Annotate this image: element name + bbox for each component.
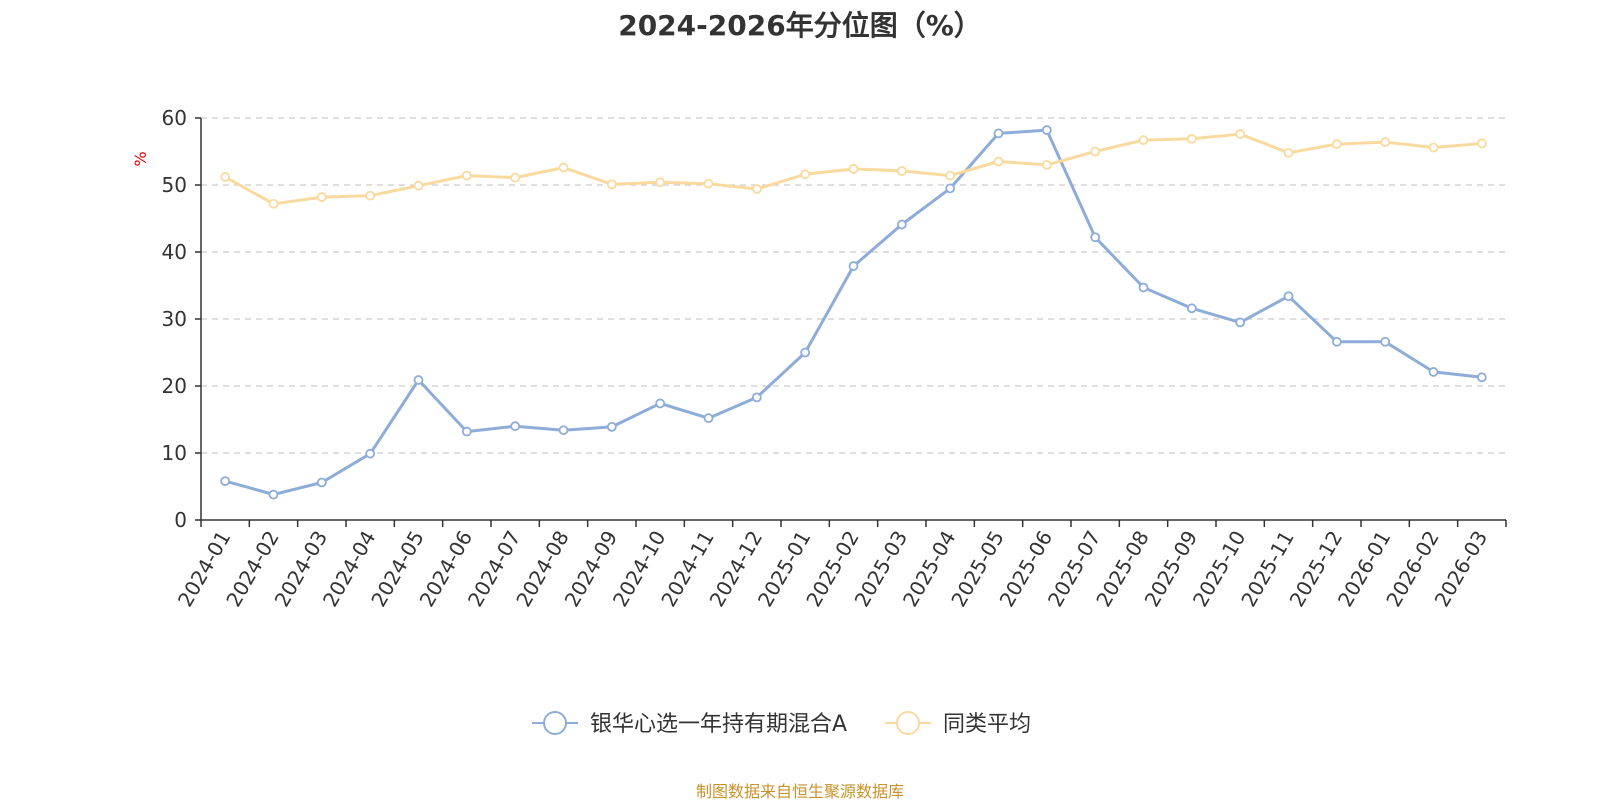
y-axis-label: % — [131, 151, 150, 166]
series-1-point — [800, 169, 811, 180]
y-tick-label: 20 — [162, 374, 187, 398]
series-1-point — [1428, 142, 1439, 153]
source-note: 制图数据来自恒生聚源数据库 — [695, 782, 904, 801]
series-0-point — [655, 398, 666, 409]
series-1-point — [1283, 147, 1294, 158]
legend-marker-0 — [543, 711, 567, 735]
series-0-point — [751, 392, 762, 403]
series-0-point — [703, 413, 714, 424]
y-tick-label: 30 — [162, 307, 187, 331]
series-1-point — [703, 178, 714, 189]
series-0-point — [558, 425, 569, 436]
series-0-point — [1331, 336, 1342, 347]
series-1-point — [1476, 138, 1487, 149]
y-tick-label: 50 — [162, 173, 187, 197]
series-0-point — [1138, 282, 1149, 293]
y-tick-label: 10 — [162, 441, 187, 465]
series-0-point — [1090, 232, 1101, 243]
series-1-point — [365, 190, 376, 201]
series-0-point — [945, 183, 956, 194]
series-0-point — [461, 426, 472, 437]
series-layer — [220, 125, 1487, 500]
series-1-point — [1186, 133, 1197, 144]
series-0-point — [1041, 125, 1052, 135]
series-1-point — [655, 177, 666, 188]
legend-label-0: 银华心选一年持有期混合A — [590, 712, 847, 737]
series-1-point — [558, 162, 569, 173]
series-1-point — [848, 164, 859, 174]
series-0-point — [1380, 336, 1391, 347]
y-tick-label: 40 — [162, 240, 187, 264]
series-0-point — [896, 219, 907, 230]
series-1-point — [1090, 146, 1101, 157]
series-0-point — [1186, 303, 1197, 314]
legend[interactable]: 银华心选一年持有期混合A 同类平均 — [532, 711, 1031, 737]
series-0-point — [606, 421, 617, 432]
series-0-point — [510, 421, 521, 432]
series-0-point — [316, 477, 327, 488]
legend-marker-1 — [896, 711, 920, 735]
series-0-point — [1428, 367, 1439, 377]
series-1-point — [751, 184, 762, 194]
series-1-point — [1380, 137, 1391, 148]
series-1-point — [461, 170, 472, 181]
series-1-point — [1138, 135, 1149, 146]
series-1-point — [1331, 139, 1342, 150]
series-0-point — [1235, 317, 1246, 328]
series-0-point — [848, 261, 859, 271]
series-1-point — [268, 198, 279, 209]
chart-title: 2024-2026年分位图（%） — [618, 9, 982, 42]
series-1-point — [413, 180, 424, 191]
series-1-point — [606, 179, 617, 190]
series-0-point — [993, 128, 1004, 139]
series-0-point — [413, 375, 424, 385]
series-1-point — [1041, 159, 1052, 170]
grid-lines — [201, 117, 1506, 454]
series-0-point — [1476, 372, 1487, 383]
series-1-point — [993, 156, 1004, 167]
series-1-point — [220, 172, 231, 182]
legend-label-1: 同类平均 — [943, 712, 1031, 737]
series-0-point — [1283, 291, 1294, 302]
series-0-point — [268, 489, 279, 500]
series-1-point — [896, 166, 907, 176]
series-1-point — [1235, 129, 1246, 139]
series-1-point — [945, 170, 956, 181]
series-1-point — [316, 192, 327, 202]
y-tick-label: 0 — [174, 508, 187, 532]
series-0-point — [220, 476, 231, 487]
series-0-point — [800, 347, 811, 358]
axes: 0102030405060%2024-012024-022024-032024-… — [131, 106, 1507, 611]
series-1-point — [510, 172, 521, 183]
y-tick-label: 60 — [162, 106, 187, 130]
series-0-point — [365, 448, 376, 459]
